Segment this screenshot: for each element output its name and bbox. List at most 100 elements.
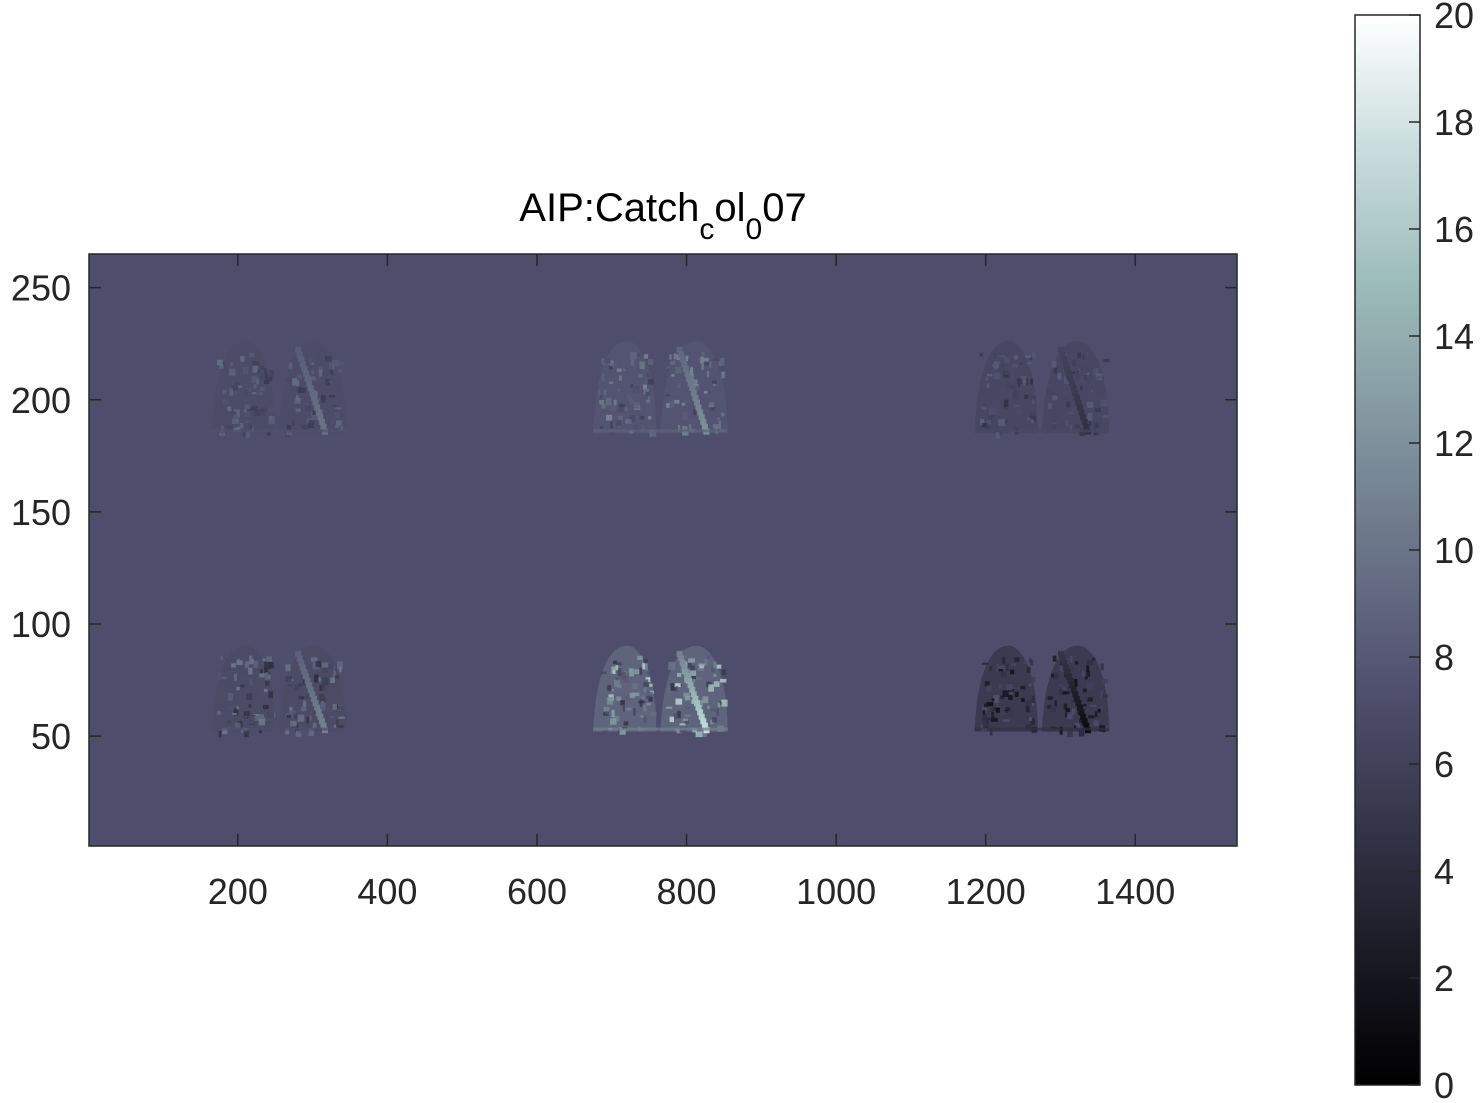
region-streak (1064, 668, 1071, 675)
region-speckle (708, 391, 713, 394)
region-speckle (685, 706, 691, 709)
region-speckle (1083, 409, 1088, 413)
region-bottom-center (593, 645, 728, 738)
region-speckle (994, 361, 998, 370)
region-speckle (1029, 411, 1036, 417)
region-speckle (703, 391, 708, 394)
region-speckle (1102, 419, 1107, 427)
region-speckle (248, 421, 251, 426)
region-speckle (992, 707, 996, 711)
region-speckle (1077, 679, 1084, 684)
region-speckle (337, 369, 343, 373)
region-speckle (706, 371, 710, 378)
region-bottom-right (974, 645, 1110, 738)
region-speckle (606, 414, 613, 421)
region-speckle (1047, 389, 1053, 397)
region-speckle (615, 665, 619, 671)
region-speckle (1100, 691, 1103, 698)
region-speckle (1030, 416, 1037, 422)
region-speckle (617, 425, 621, 428)
region-streak (298, 356, 305, 363)
region-speckle (1057, 358, 1064, 361)
region-speckle (647, 374, 651, 378)
region-speckle (1082, 670, 1085, 677)
region-speckle (259, 373, 266, 381)
region-speckle (1000, 695, 1005, 699)
region-speckle (702, 696, 709, 704)
region-speckle (301, 425, 308, 430)
region-speckle (684, 695, 691, 701)
region-streak (306, 682, 313, 689)
region-speckle (1095, 408, 1101, 413)
region-speckle (675, 686, 678, 692)
region-speckle (616, 662, 622, 666)
region-speckle (337, 661, 343, 670)
region-speckle (648, 696, 653, 702)
region-streak (1059, 351, 1066, 358)
region-speckle (1052, 360, 1057, 368)
region-speckle (979, 352, 984, 357)
region-speckle (647, 395, 651, 401)
region-speckle (295, 730, 302, 737)
region-speckle (292, 419, 295, 426)
region-speckle (1100, 663, 1104, 671)
region-speckle (235, 382, 240, 385)
region-streak (697, 709, 704, 716)
region-speckle (333, 724, 336, 728)
region-speckle (310, 362, 315, 365)
x-tick-label: 1200 (946, 871, 1026, 912)
region-speckle (624, 407, 628, 411)
region-speckle (309, 715, 312, 721)
region-speckle (1023, 381, 1026, 386)
region-speckle (695, 385, 700, 391)
region-speckle (326, 356, 332, 363)
region-streak (318, 718, 325, 725)
region-streak (684, 673, 691, 680)
region-speckle (1091, 378, 1099, 386)
region-speckle (248, 704, 252, 708)
region-speckle (619, 403, 625, 407)
region-speckle (630, 352, 637, 360)
region-speckle (1088, 419, 1092, 426)
region-speckle (618, 405, 624, 413)
region-speckle (285, 676, 292, 682)
region-speckle (1067, 354, 1074, 361)
region-streak (1065, 673, 1072, 680)
region-speckle (981, 662, 988, 665)
region-speckle (1096, 376, 1102, 379)
region-speckle (266, 656, 272, 662)
region-speckle (632, 683, 638, 689)
region-streak (700, 718, 707, 725)
region-speckle (1094, 430, 1097, 435)
region-speckle (324, 407, 327, 410)
region-speckle (319, 694, 326, 702)
region-speckle (994, 423, 998, 432)
region-streak (681, 361, 688, 368)
region-speckle (989, 666, 992, 671)
region-speckle (1065, 717, 1071, 724)
region-speckle (611, 689, 614, 692)
region-speckle (985, 423, 989, 430)
region-speckle (998, 355, 1006, 358)
region-speckle (246, 388, 252, 392)
region-speckle (1065, 420, 1069, 427)
region-streak (1062, 361, 1069, 368)
region-speckle (1103, 359, 1110, 363)
region-speckle (986, 420, 991, 425)
region-speckle (612, 363, 617, 366)
region-speckle (647, 416, 652, 420)
region-speckle (1026, 377, 1029, 386)
region-speckle (247, 408, 254, 411)
region-speckle (1012, 363, 1018, 368)
region-speckle (251, 376, 259, 383)
region-speckle (244, 731, 249, 738)
region-speckle (258, 729, 262, 734)
region-speckle (616, 696, 622, 701)
region-top-right (974, 341, 1110, 439)
region-speckle (1029, 658, 1033, 663)
region-speckle (324, 691, 328, 698)
region-speckle (982, 705, 988, 711)
region-speckle (1025, 685, 1030, 694)
heatmap-regions (211, 341, 1110, 738)
region-speckle (711, 717, 717, 723)
